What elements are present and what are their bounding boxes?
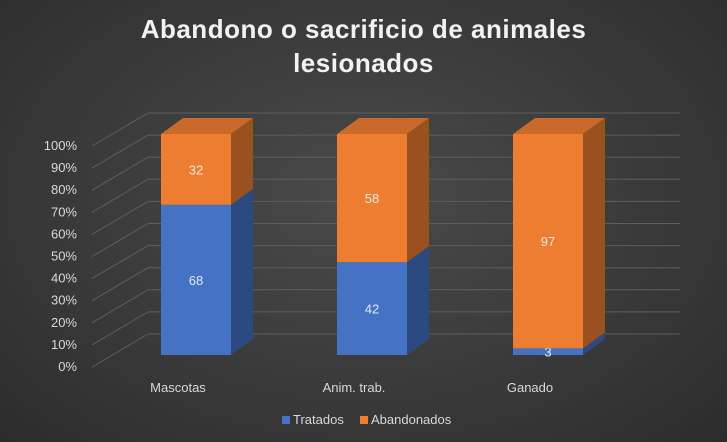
bar-side-0-2 [583, 332, 605, 355]
data-label: 68 [189, 273, 203, 288]
data-label: 42 [365, 302, 379, 317]
chart-title: Abandono o sacrificio de animales lesion… [0, 12, 727, 80]
bar-top-0 [161, 118, 253, 134]
legend-label: Abandonados [371, 412, 452, 427]
legend-swatch [360, 416, 368, 424]
gridline-diagonal [91, 223, 149, 257]
x-tick-label: Anim. trab. [323, 380, 386, 395]
chart-title-line-1: Abandono o sacrificio de animales [140, 14, 587, 44]
gridline-diagonal [91, 178, 149, 213]
gridline-diagonal [91, 200, 149, 235]
y-tick-label: 100% [44, 138, 78, 153]
gridline-diagonal [91, 333, 149, 368]
bar-side-1-2 [583, 118, 605, 349]
bar-1-2 [513, 134, 583, 349]
y-tick-label: 30% [51, 293, 77, 308]
data-label: 58 [365, 191, 379, 206]
y-tick-label: 20% [51, 315, 77, 330]
bar-0-2 [513, 348, 583, 355]
data-label: 97 [541, 234, 555, 249]
bar-1-0 [161, 134, 231, 205]
bar-1-1 [337, 134, 407, 263]
legend-label: Tratados [293, 412, 344, 427]
gridline-diagonal [91, 112, 149, 147]
y-tick-label: 80% [51, 182, 77, 197]
data-label: 32 [189, 162, 203, 177]
bar-side-0-0 [231, 188, 253, 355]
y-tick-label: 10% [51, 337, 77, 352]
y-tick-label: 50% [51, 249, 77, 264]
x-tick-label: Mascotas [150, 380, 206, 395]
gridline-diagonal [91, 156, 149, 191]
gridline-diagonal [91, 289, 149, 324]
bar-side-1-1 [407, 118, 429, 263]
legend-swatch [282, 416, 290, 424]
bar-top-2 [513, 118, 605, 134]
gridline-diagonal [91, 134, 149, 169]
bar-side-1-0 [231, 118, 253, 205]
bar-side-0-1 [407, 246, 429, 355]
x-tick-label: Ganado [507, 380, 553, 395]
y-tick-label: 70% [51, 204, 77, 219]
bar-0-0 [161, 204, 231, 355]
gridline-diagonal [91, 245, 149, 280]
chart-title-line-2: lesionados [293, 48, 434, 78]
bar-top-1 [337, 118, 429, 134]
y-tick-label: 60% [51, 226, 77, 241]
gridline-diagonal [91, 311, 149, 346]
y-tick-label: 40% [51, 271, 77, 286]
gridline-diagonal [91, 267, 149, 302]
bar-0-1 [337, 262, 407, 355]
y-tick-label: 0% [58, 359, 77, 374]
y-tick-label: 90% [51, 160, 77, 175]
data-label: 3 [544, 345, 551, 360]
